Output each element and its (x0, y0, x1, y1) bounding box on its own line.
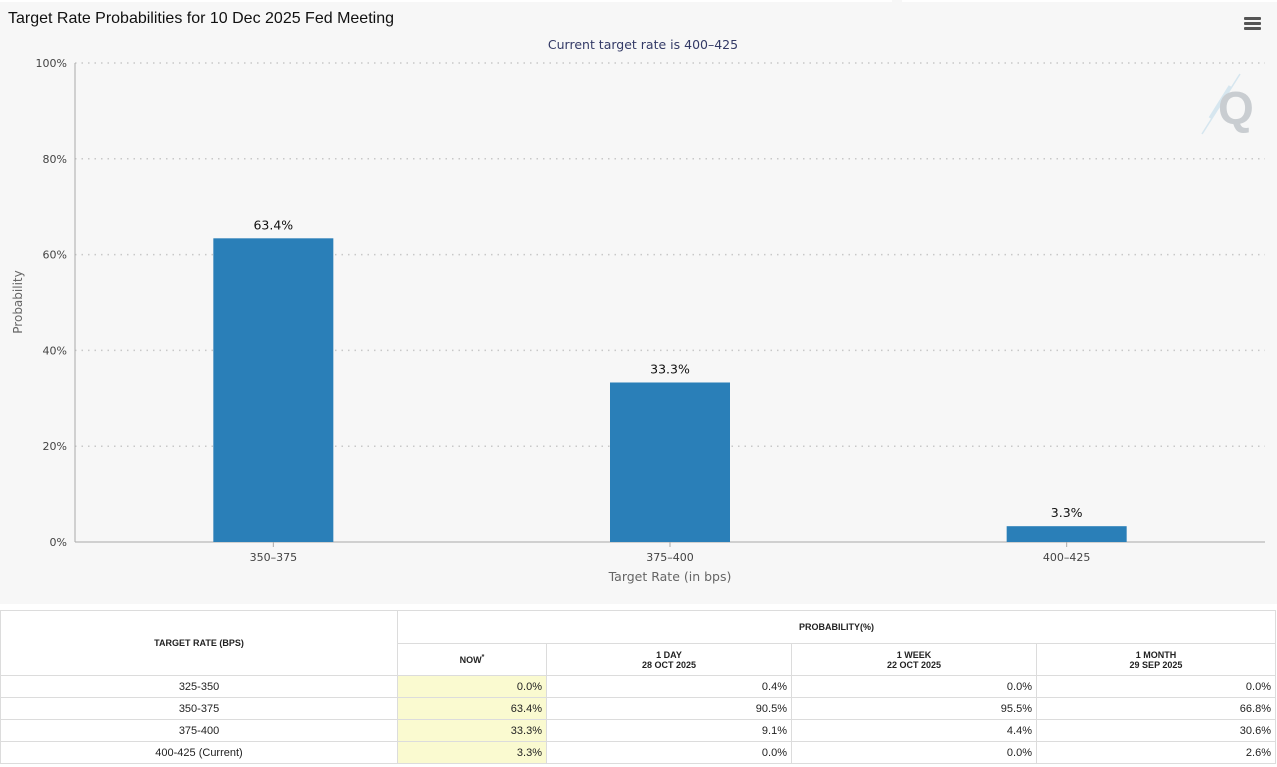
one-week-value-cell: 4.4% (791, 719, 1037, 742)
now-value-cell: 3.3% (397, 741, 547, 764)
table-row: 375-400 33.3% 9.1% 4.4% 30.6% (0, 719, 1276, 742)
x-tick-label: 400–425 (1043, 551, 1091, 564)
y-tick-label: 40% (43, 344, 67, 357)
y-axis-label: Probability (11, 270, 25, 333)
top-strip (0, 0, 892, 2)
one-day-value-cell: 0.0% (546, 741, 792, 764)
bar-chart: 0% 20% 40% 60% 80% 100% 63.4% 350–375 33.3% 375–4… (11, 37, 1265, 584)
probability-table-container: TARGET RATE (BPS) PROBABILITY(%) NOW* 1 … (0, 610, 1277, 767)
labels: 0% 20% 40% 60% 80% 100% 63.4% 350–375 33.3% 375–4… (36, 57, 1091, 564)
chart-subtitle: Current target rate is 400–425 (548, 37, 738, 52)
column-header-now: NOW* (397, 643, 547, 676)
one-day-value-cell: 0.4% (546, 675, 792, 698)
one-week-value-cell: 95.5% (791, 697, 1037, 720)
y-tick-label: 0% (50, 536, 67, 549)
target-rate-header: TARGET RATE (BPS) (0, 610, 398, 676)
one-week-value-cell: 0.0% (791, 675, 1037, 698)
now-value-cell: 63.4% (397, 697, 547, 720)
rate-cell: 325-350 (0, 675, 398, 698)
one-day-value-cell: 9.1% (546, 719, 792, 742)
data-label: 63.4% (253, 217, 293, 232)
q-logo-icon: Q (1201, 73, 1254, 135)
svg-text:Q: Q (1218, 82, 1254, 134)
bar[interactable] (213, 238, 334, 542)
now-value-cell: 0.0% (397, 675, 547, 698)
rate-cell: 350-375 (0, 697, 398, 720)
column-header-1-month: 1 MONTH 29 SEP 2025 (1036, 643, 1276, 676)
data-label: 3.3% (1051, 505, 1083, 520)
y-tick-label: 80% (43, 153, 67, 166)
one-week-value-cell: 0.0% (791, 741, 1037, 764)
bar[interactable] (610, 382, 730, 542)
x-tick-label: 350–375 (250, 551, 298, 564)
top-strip (902, 0, 1277, 2)
x-axis-label: Target Rate (in bps) (608, 569, 732, 584)
bars (213, 238, 1127, 542)
one-day-value-cell: 90.5% (546, 697, 792, 720)
probability-table: TARGET RATE (BPS) PROBABILITY(%) NOW* 1 … (0, 610, 1276, 764)
chart-title: Target Rate Probabilities for 10 Dec 202… (8, 10, 394, 27)
column-header-1-week: 1 WEEK 22 OCT 2025 (791, 643, 1037, 676)
table-row: 400-425 (Current) 3.3% 0.0% 0.0% 2.6% (0, 741, 1276, 764)
table-row: 325-350 0.0% 0.4% 0.0% 0.0% (0, 675, 1276, 698)
rate-cell: 375-400 (0, 719, 398, 742)
rate-cell: 400-425 (Current) (0, 741, 398, 764)
bar[interactable] (1006, 526, 1127, 542)
data-label: 33.3% (650, 361, 690, 376)
one-month-value-cell: 66.8% (1036, 697, 1276, 720)
now-value-cell: 33.3% (397, 719, 547, 742)
y-tick-label: 60% (43, 249, 67, 262)
column-header-1-day: 1 DAY 28 OCT 2025 (546, 643, 792, 676)
hamburger-menu-icon[interactable] (1240, 13, 1264, 35)
one-month-value-cell: 0.0% (1036, 675, 1276, 698)
table-row: 350-375 63.4% 90.5% 95.5% 66.8% (0, 697, 1276, 720)
y-tick-label: 100% (36, 57, 67, 70)
y-tick-label: 20% (43, 440, 67, 453)
probability-header: PROBABILITY(%) (397, 610, 1276, 644)
x-tick-label: 375–400 (646, 551, 694, 564)
one-month-value-cell: 30.6% (1036, 719, 1276, 742)
one-month-value-cell: 2.6% (1036, 741, 1276, 764)
